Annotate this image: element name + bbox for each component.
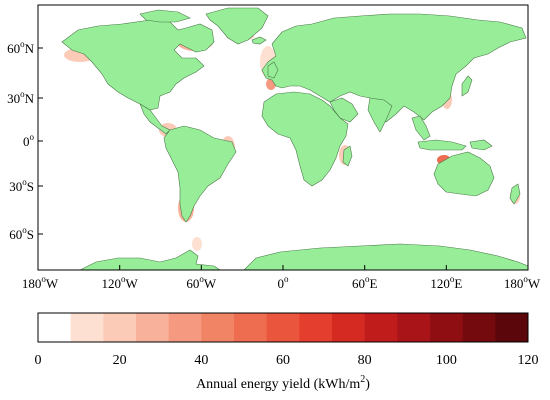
new-zealand — [509, 183, 521, 205]
colorbar-tick-label: 80 — [358, 353, 372, 368]
lon-label-180w-right: 180oW — [504, 274, 541, 291]
greenland — [205, 7, 269, 45]
colorbar: 0 20 40 60 80 100 120 Annual energy yield (kWh… — [35, 312, 539, 392]
lon-label-120w: 120oW — [102, 274, 139, 291]
colorbar-swatch — [201, 313, 235, 342]
colorbar-swatches — [38, 313, 529, 342]
colorbar-swatch — [103, 313, 137, 342]
south-america — [163, 125, 237, 223]
north-america — [61, 19, 215, 111]
arabian-peninsula — [329, 97, 359, 123]
colorbar-swatch — [462, 313, 496, 342]
africa — [261, 91, 349, 187]
indian-subcontinent — [367, 97, 393, 133]
colorbar-swatch — [266, 313, 300, 342]
hotspot-antarctic-peninsula — [192, 237, 202, 251]
colorbar-frame — [37, 312, 529, 343]
colorbar-tick-label: 60 — [276, 353, 290, 368]
lon-label-120e: 120oE — [430, 274, 462, 291]
lon-label-60e: 60oE — [352, 274, 378, 291]
japan — [461, 75, 473, 97]
lat-label-30n: 30oN — [7, 89, 35, 106]
latitude-labels: 60oN 30oN 0o 30oS 60oS — [7, 39, 35, 242]
colorbar-tick-label: 120 — [518, 353, 539, 368]
antarctica-west — [79, 249, 221, 271]
colorbar-tick-labels: 0 20 40 60 80 100 120 — [35, 353, 539, 368]
colorbar-swatch — [136, 313, 170, 342]
lon-label-180w-left: 180oW — [22, 274, 59, 291]
madagascar — [342, 145, 353, 167]
lat-label-60s: 60oS — [9, 225, 34, 242]
southeast-asia — [411, 115, 431, 141]
colorbar-swatch — [38, 313, 72, 342]
australia — [433, 151, 495, 197]
lat-label-0: 0o — [23, 132, 35, 149]
new-guinea — [469, 139, 493, 151]
land-masses — [61, 7, 529, 271]
colorbar-tick-label: 20 — [113, 353, 127, 368]
lat-label-30s: 30oS — [9, 177, 34, 194]
colorbar-tick-label: 0 — [35, 353, 42, 368]
axis-ticks — [37, 47, 529, 270]
colorbar-tick-label: 40 — [194, 353, 208, 368]
colorbar-title: Annual energy yield (kWh/m2) — [196, 374, 370, 392]
colorbar-swatch — [332, 313, 366, 342]
colorbar-swatch — [364, 313, 398, 342]
lon-label-60w: 60oW — [186, 274, 217, 291]
arctic-islands — [139, 9, 191, 23]
colorbar-swatch — [234, 313, 268, 342]
colorbar-swatch — [495, 313, 529, 342]
iceland — [251, 36, 267, 45]
lat-label-60n: 60oN — [7, 39, 35, 56]
colorbar-tick-label: 100 — [436, 353, 457, 368]
map-panel: 60oN 30oN 0o 30oS 60oS 180oW 120oW 60oW … — [7, 4, 541, 291]
colorbar-swatch — [70, 313, 104, 342]
longitude-labels: 180oW 120oW 60oW 0o 60oE 120oE 180oW — [22, 274, 541, 291]
eurasia — [261, 13, 527, 123]
colorbar-swatch — [430, 313, 464, 342]
colorbar-swatch — [168, 313, 202, 342]
lon-label-0: 0o — [278, 274, 290, 291]
colorbar-swatch — [397, 313, 431, 342]
british-isles — [267, 61, 279, 79]
colorbar-swatch — [299, 313, 333, 342]
indonesia — [417, 139, 467, 151]
central-america — [139, 103, 171, 135]
